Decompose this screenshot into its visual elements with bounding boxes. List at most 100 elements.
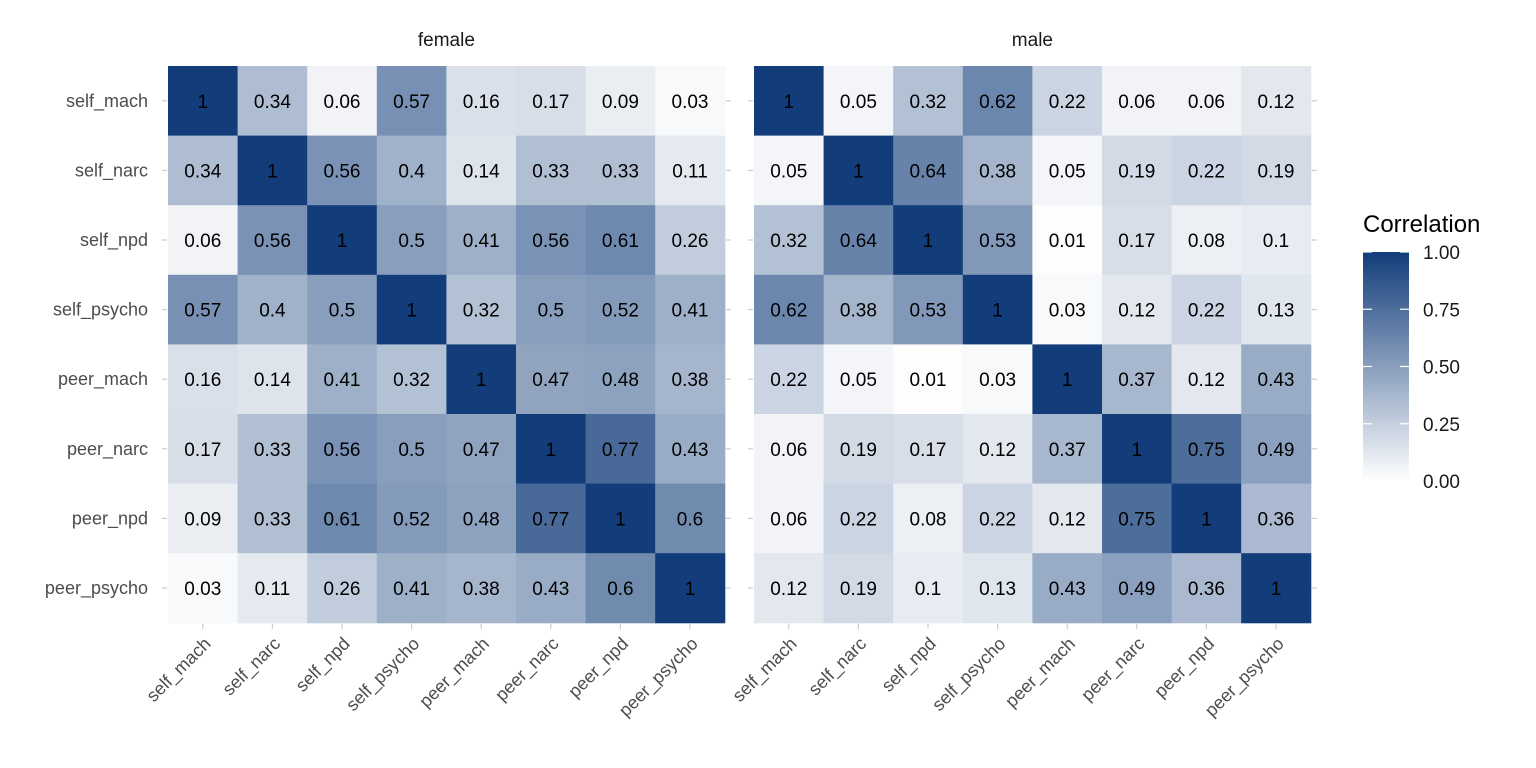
x-tick-label: self_npd (878, 633, 941, 696)
cell-value-label: 0.36 (1258, 509, 1295, 530)
heatmap-cell (655, 344, 726, 415)
cell-value-label: 0.61 (602, 231, 639, 252)
cell-value-label: 0.16 (184, 370, 221, 391)
y-tick-label: peer_psycho (45, 578, 148, 599)
heatmap-cell (585, 66, 656, 137)
cell-value-label: 0.49 (1258, 440, 1295, 461)
cell-value-label: 0.56 (324, 440, 361, 461)
heatmap-cell (516, 344, 587, 415)
heatmap-cell (376, 483, 447, 554)
cell-value-label: 0.19 (1118, 161, 1155, 182)
heatmap-cell (1241, 274, 1312, 345)
legend-title: Correlation (1363, 211, 1480, 238)
cell-value-label: 0.56 (324, 161, 361, 182)
cell-value-label: 0.13 (979, 579, 1016, 600)
y-tick-label: peer_narc (67, 439, 148, 460)
x-tick-label: self_mach (728, 633, 801, 706)
cell-value-label: 0.01 (1049, 231, 1086, 252)
cell-value-label: 0.09 (602, 92, 639, 113)
heatmap-cell (1032, 483, 1103, 554)
facet-panel-male: male 1 0.05 0.32 0.62 0.22 0.06 0.06 0.12 0.05 1 0.… (728, 30, 1317, 721)
heatmap-cell (823, 274, 894, 345)
cell-value-label: 0.75 (1188, 440, 1225, 461)
cell-value-label: 0.33 (254, 440, 291, 461)
heatmap-cell (516, 274, 587, 345)
heatmap-cell (893, 205, 964, 276)
heatmap-cell (962, 344, 1033, 415)
y-tick-label: self_npd (80, 230, 148, 251)
cell-value-label: 0.01 (910, 370, 947, 391)
heatmap-cell (962, 135, 1033, 206)
heatmap-cell (237, 205, 308, 276)
heatmap-cell (893, 414, 964, 485)
heatmap-cell (962, 414, 1033, 485)
cell-value-label: 0.41 (324, 370, 361, 391)
heatmap-cell (823, 344, 894, 415)
cell-value-label: 0.33 (532, 161, 569, 182)
heatmap-cell (1171, 344, 1242, 415)
heatmap-cell (962, 274, 1033, 345)
cell-value-label: 0.56 (532, 231, 569, 252)
heatmap-cell (376, 66, 447, 137)
legend-tick-label: 0.75 (1423, 300, 1460, 321)
cell-value-label: 0.12 (1258, 92, 1295, 113)
heatmap-cell (446, 135, 517, 206)
cell-value-label: 0.6 (607, 579, 633, 600)
heatmap-cell (1171, 135, 1242, 206)
cell-value-label: 0.6 (677, 509, 703, 530)
x-tick-label: self_psycho (928, 633, 1010, 715)
heatmap-cell (893, 66, 964, 137)
heatmap-cell (237, 483, 308, 554)
cell-value-label: 0.41 (672, 301, 709, 322)
cell-value-label: 0.41 (393, 579, 430, 600)
heatmap-cell (823, 553, 894, 624)
cell-value-label: 0.1 (915, 579, 941, 600)
cell-value-label: 0.19 (1258, 161, 1295, 182)
cell-value-label: 0.17 (532, 92, 569, 113)
legend-tick-label: 0.25 (1423, 415, 1460, 436)
cell-value-label: 0.14 (463, 161, 500, 182)
cell-value-label: 0.08 (1188, 231, 1225, 252)
heatmap-cell (754, 344, 825, 415)
cell-value-label: 0.05 (1049, 161, 1086, 182)
cell-value-label: 0.53 (910, 301, 947, 322)
cell-value-label: 0.61 (324, 509, 361, 530)
heatmap-cell (516, 66, 587, 137)
heatmap-cell (168, 66, 239, 137)
heatmap-cell (168, 553, 239, 624)
cell-value-label: 0.22 (1188, 301, 1225, 322)
cell-value-label: 0.22 (979, 509, 1016, 530)
heatmap-cell (823, 483, 894, 554)
cell-value-label: 0.17 (910, 440, 947, 461)
cell-value-label: 0.49 (1118, 579, 1155, 600)
cell-value-label: 0.38 (463, 579, 500, 600)
x-tick-label: peer_mach (1001, 633, 1080, 712)
heatmap-cell (1102, 205, 1173, 276)
heatmap-cell (376, 414, 447, 485)
heatmap-cell (516, 205, 587, 276)
heatmap-cell (446, 66, 517, 137)
heatmap-cell (446, 483, 517, 554)
heatmap-cell (446, 274, 517, 345)
facet-title: female (418, 30, 475, 51)
heatmap-cell (1171, 66, 1242, 137)
cell-value-label: 1 (546, 440, 557, 461)
x-tick-label: peer_narc (1077, 633, 1149, 705)
y-tick-label: peer_npd (72, 508, 148, 529)
cell-value-label: 0.22 (840, 509, 877, 530)
heatmap-cell (754, 135, 825, 206)
facet-panel-female: female 1 0.34 0.06 0.57 0.16 0.17 0.09 0.03 0.34 1… (45, 30, 731, 721)
heatmap-cell (962, 483, 1033, 554)
cell-value-label: 1 (1062, 370, 1073, 391)
cell-value-label: 0.03 (979, 370, 1016, 391)
cell-value-label: 1 (853, 161, 864, 182)
heatmap-cell (962, 66, 1033, 137)
heatmap-cell (655, 205, 726, 276)
heatmap-cell (754, 414, 825, 485)
cell-value-label: 0.43 (672, 440, 709, 461)
x-tick-label: self_mach (142, 633, 215, 706)
heatmap-cell (823, 135, 894, 206)
heatmap-cell (446, 344, 517, 415)
heatmap-cell (1102, 135, 1173, 206)
